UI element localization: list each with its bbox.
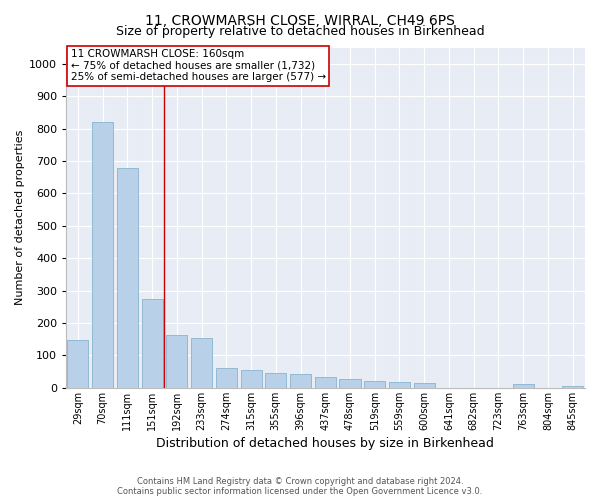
Text: 11, CROWMARSH CLOSE, WIRRAL, CH49 6PS: 11, CROWMARSH CLOSE, WIRRAL, CH49 6PS (145, 14, 455, 28)
X-axis label: Distribution of detached houses by size in Birkenhead: Distribution of detached houses by size … (157, 437, 494, 450)
Bar (290, 374, 311, 388)
Bar (92, 122, 113, 388)
Bar (265, 374, 286, 388)
Bar (67, 340, 88, 388)
Bar (562, 386, 583, 388)
Text: Contains HM Land Registry data © Crown copyright and database right 2024.
Contai: Contains HM Land Registry data © Crown c… (118, 476, 482, 496)
Y-axis label: Number of detached properties: Number of detached properties (15, 130, 25, 306)
Bar (191, 338, 212, 388)
Bar (166, 335, 187, 388)
Bar (241, 370, 262, 388)
Bar (340, 379, 361, 388)
Bar (364, 382, 385, 388)
Bar (216, 368, 237, 388)
Bar (117, 168, 138, 388)
Bar (413, 383, 435, 388)
Bar (315, 376, 336, 388)
Bar (512, 384, 533, 388)
Text: Size of property relative to detached houses in Birkenhead: Size of property relative to detached ho… (116, 25, 484, 38)
Bar (142, 300, 163, 388)
Bar (389, 382, 410, 388)
Text: 11 CROWMARSH CLOSE: 160sqm
← 75% of detached houses are smaller (1,732)
25% of s: 11 CROWMARSH CLOSE: 160sqm ← 75% of deta… (71, 49, 326, 82)
